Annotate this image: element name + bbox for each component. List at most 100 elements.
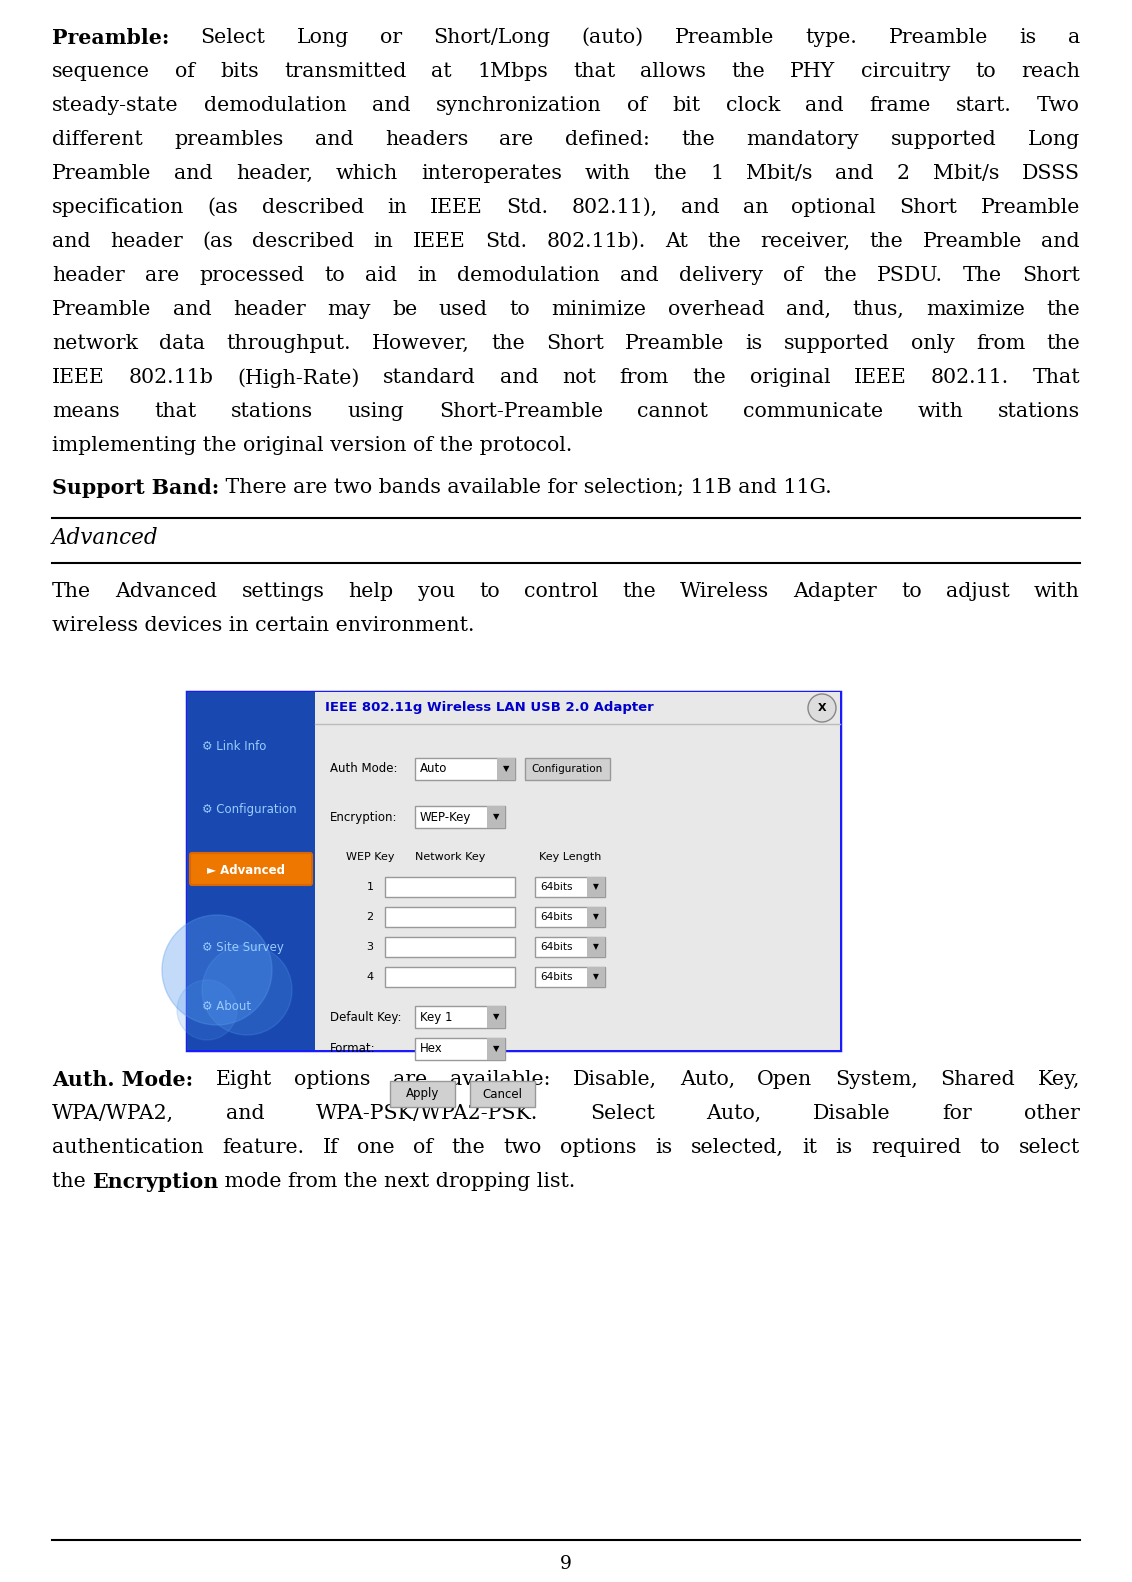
Text: minimize: minimize (551, 301, 646, 320)
Text: Preamble: Preamble (923, 233, 1022, 252)
Text: are: are (499, 130, 533, 149)
Text: (High-Rate): (High-Rate) (237, 369, 359, 388)
Text: frame: frame (869, 97, 931, 115)
Text: WEP-Key: WEP-Key (420, 810, 471, 824)
Text: Auto,: Auto, (679, 1069, 735, 1088)
Text: with: with (917, 402, 963, 421)
Text: Cancel: Cancel (482, 1087, 523, 1101)
Text: Preamble: Preamble (889, 28, 988, 47)
Text: help: help (349, 582, 394, 601)
Text: to: to (901, 582, 923, 601)
Text: ⚙ Site Survey: ⚙ Site Survey (201, 941, 284, 954)
Text: and: and (1041, 233, 1080, 252)
Text: and: and (805, 97, 844, 115)
Text: the: the (823, 266, 857, 285)
Text: ▼: ▼ (593, 943, 599, 951)
Text: Support Band:: Support Band: (52, 478, 220, 498)
Text: of: of (783, 266, 803, 285)
Text: specification: specification (52, 198, 185, 217)
Text: Disable: Disable (814, 1104, 891, 1123)
Text: and: and (835, 165, 874, 184)
Text: and: and (225, 1104, 264, 1123)
Text: reach: reach (1021, 62, 1080, 81)
Text: select: select (1019, 1137, 1080, 1156)
Text: or: or (380, 28, 402, 47)
Text: settings: settings (241, 582, 325, 601)
Text: the: the (708, 233, 740, 252)
Text: is: is (746, 334, 763, 353)
Text: in: in (387, 198, 406, 217)
Text: 802.11.: 802.11. (931, 369, 1009, 388)
Text: Short: Short (546, 334, 603, 353)
FancyBboxPatch shape (588, 937, 604, 957)
FancyBboxPatch shape (415, 805, 505, 827)
Text: wireless devices in certain environment.: wireless devices in certain environment. (52, 615, 474, 634)
Text: cannot: cannot (637, 402, 709, 421)
FancyBboxPatch shape (385, 906, 515, 927)
Text: control: control (524, 582, 598, 601)
Text: in: in (418, 266, 437, 285)
Text: Two: Two (1037, 97, 1080, 115)
Text: synchronization: synchronization (436, 97, 602, 115)
Text: Short-Preamble: Short-Preamble (439, 402, 603, 421)
Text: 64bits: 64bits (540, 911, 573, 922)
FancyBboxPatch shape (385, 937, 515, 957)
Text: The: The (963, 266, 1002, 285)
Text: the: the (491, 334, 525, 353)
Text: Encryption: Encryption (92, 1172, 218, 1191)
Text: stations: stations (998, 402, 1080, 421)
Text: the: the (1046, 301, 1080, 320)
Text: Wireless: Wireless (680, 582, 770, 601)
Text: allows: allows (641, 62, 706, 81)
Text: that: that (573, 62, 616, 81)
Text: 2: 2 (367, 911, 374, 922)
Text: and: and (620, 266, 659, 285)
Text: to: to (979, 1137, 1001, 1156)
Text: Preamble: Preamble (52, 165, 152, 184)
Text: the: the (681, 130, 715, 149)
Text: two: two (504, 1137, 542, 1156)
FancyBboxPatch shape (588, 906, 604, 927)
FancyBboxPatch shape (487, 805, 505, 827)
Text: PSDU.: PSDU. (877, 266, 943, 285)
Text: described: described (252, 233, 354, 252)
Text: is: is (835, 1137, 852, 1156)
Text: PHY: PHY (790, 62, 835, 81)
Text: the: the (693, 369, 726, 388)
Text: to: to (325, 266, 345, 285)
Text: ▼: ▼ (593, 883, 599, 892)
Text: interoperates: interoperates (421, 165, 561, 184)
FancyBboxPatch shape (315, 691, 840, 1050)
Text: There are two bands available for selection; 11B and 11G.: There are two bands available for select… (220, 478, 832, 497)
Text: stations: stations (231, 402, 314, 421)
Text: ▼: ▼ (503, 764, 509, 774)
Text: preambles: preambles (174, 130, 283, 149)
Text: adjust: adjust (946, 582, 1010, 601)
Text: Preamble: Preamble (52, 301, 152, 320)
FancyBboxPatch shape (535, 967, 604, 987)
Text: That: That (1032, 369, 1080, 388)
Text: bits: bits (220, 62, 259, 81)
Text: The: The (52, 582, 91, 601)
Text: Key 1: Key 1 (420, 1011, 453, 1024)
Text: receiver,: receiver, (760, 233, 850, 252)
Text: 4: 4 (367, 971, 374, 982)
Text: to: to (479, 582, 500, 601)
Text: Long: Long (1028, 130, 1080, 149)
Text: Short/Long: Short/Long (434, 28, 550, 47)
Text: with: with (1035, 582, 1080, 601)
Text: overhead: overhead (668, 301, 765, 320)
Circle shape (162, 914, 272, 1025)
Text: is: is (655, 1137, 672, 1156)
FancyBboxPatch shape (535, 876, 604, 897)
Text: a: a (1067, 28, 1080, 47)
Text: If: If (323, 1137, 338, 1156)
Text: 1: 1 (710, 165, 723, 184)
Text: means: means (52, 402, 120, 421)
Text: Disable,: Disable, (573, 1069, 657, 1088)
Text: in: in (374, 233, 394, 252)
Text: feature.: feature. (222, 1137, 305, 1156)
Text: options: options (560, 1137, 636, 1156)
Text: and: and (174, 165, 213, 184)
Text: DSSS: DSSS (1022, 165, 1080, 184)
